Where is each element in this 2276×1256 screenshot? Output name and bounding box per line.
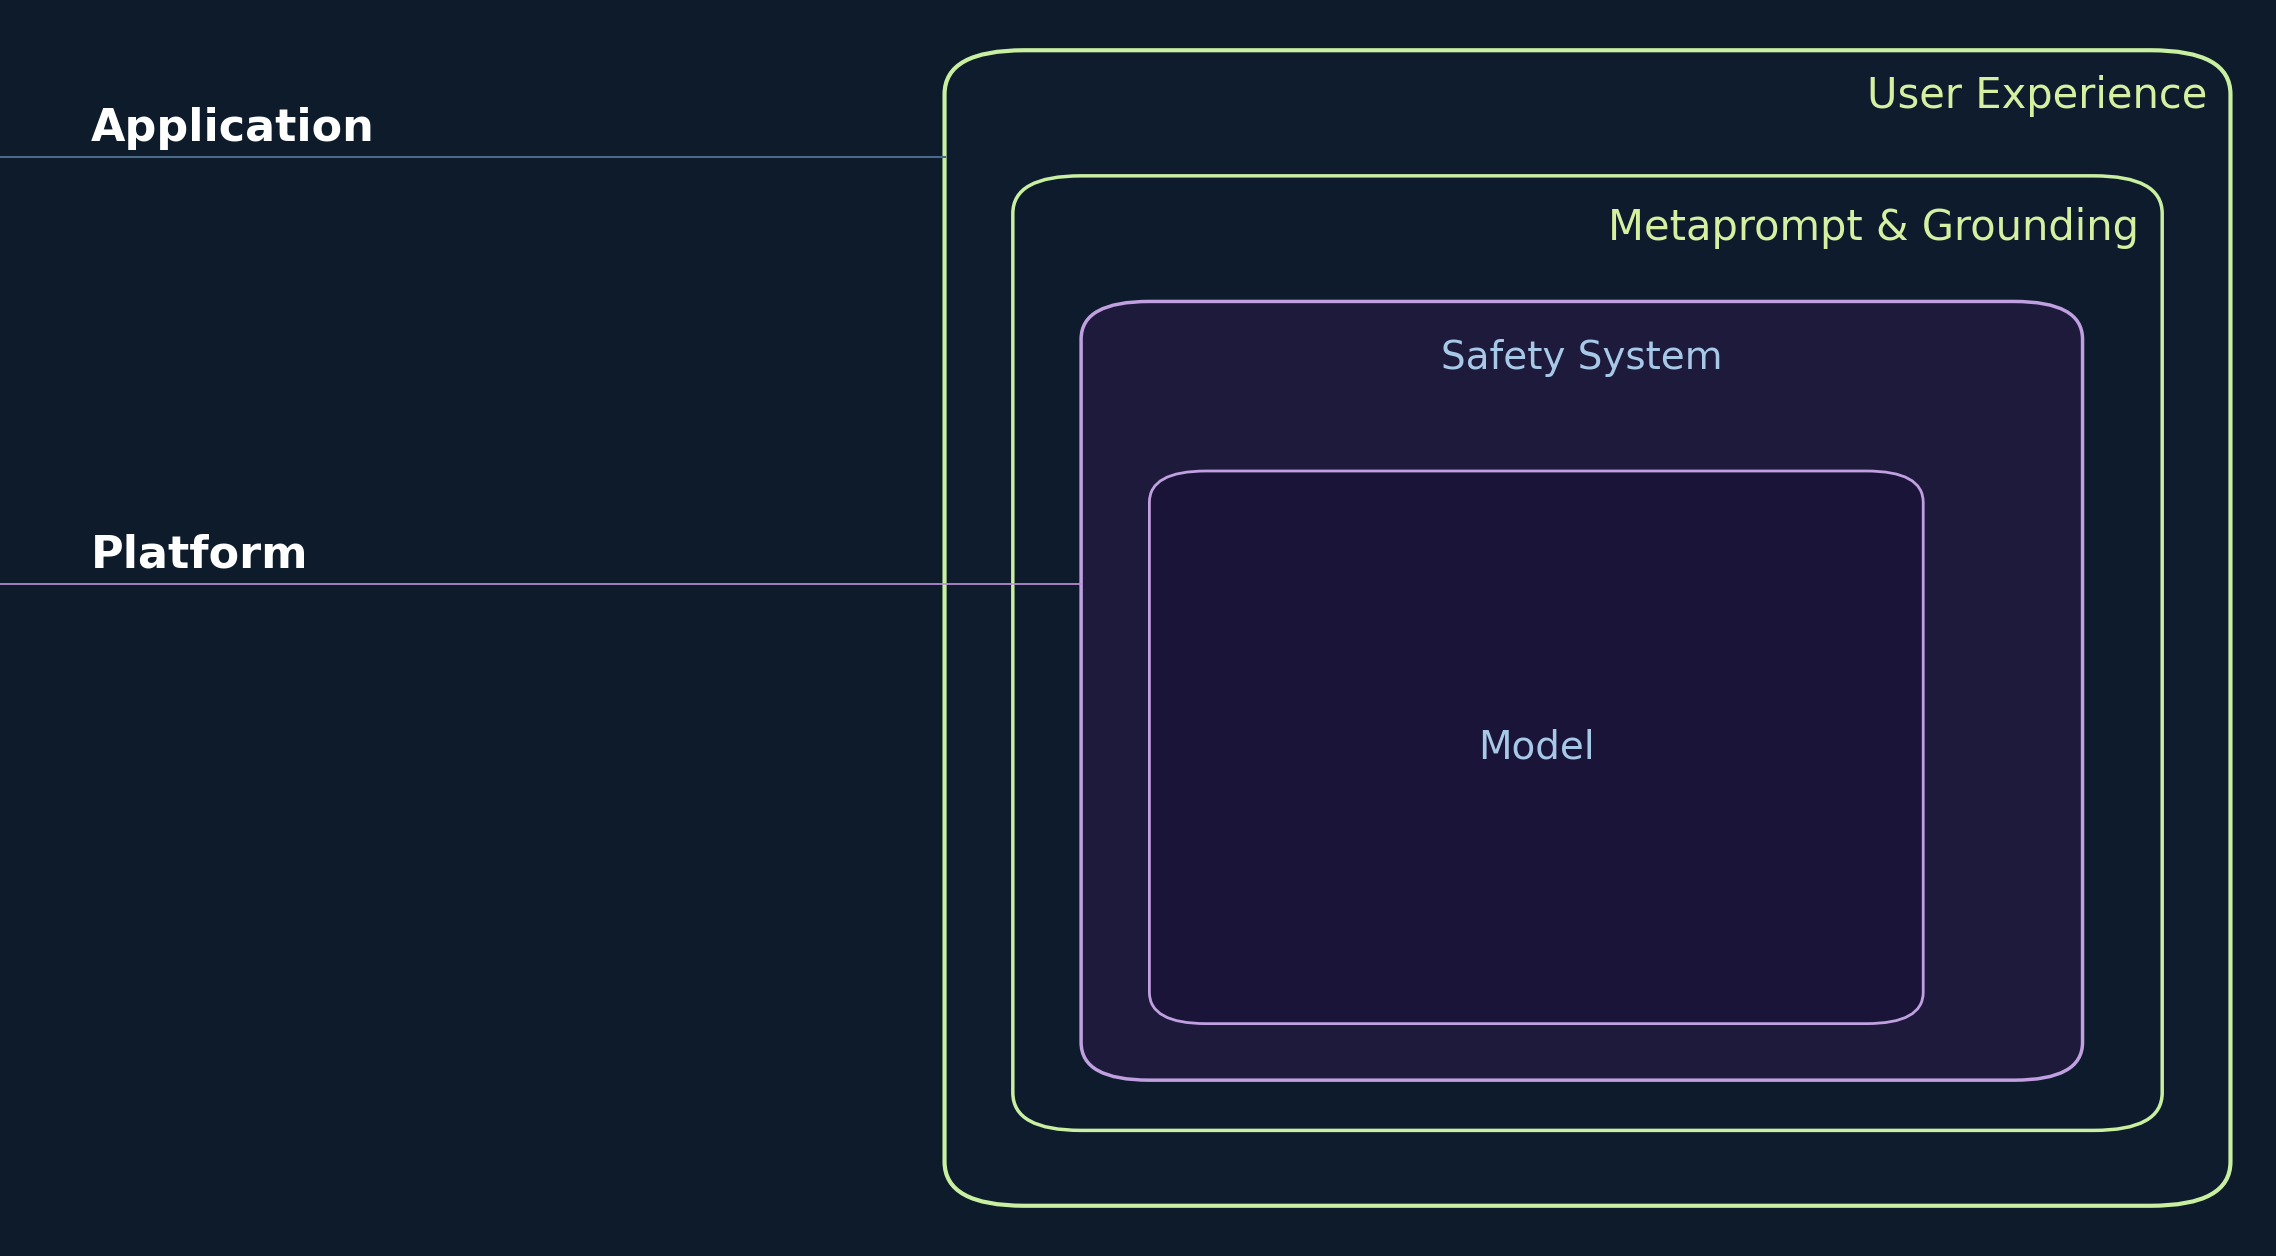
FancyBboxPatch shape: [945, 50, 2230, 1206]
Text: Model: Model: [1477, 728, 1595, 766]
Text: Platform: Platform: [91, 534, 310, 577]
FancyBboxPatch shape: [1149, 471, 1923, 1024]
Text: User Experience: User Experience: [1866, 75, 2208, 117]
FancyBboxPatch shape: [1013, 176, 2162, 1130]
FancyBboxPatch shape: [1081, 301, 2083, 1080]
Text: Application: Application: [91, 107, 376, 149]
Text: Safety System: Safety System: [1441, 339, 1723, 377]
Text: Metaprompt & Grounding: Metaprompt & Grounding: [1609, 207, 2139, 249]
